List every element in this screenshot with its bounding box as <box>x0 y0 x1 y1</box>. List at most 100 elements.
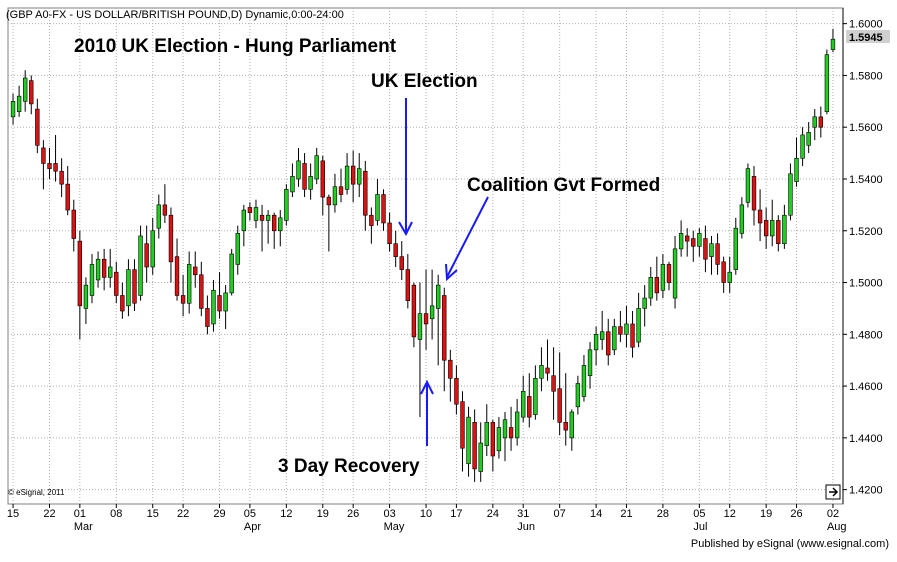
candle-body-down <box>454 378 459 405</box>
candle <box>436 274 441 366</box>
x-tick-label: 24 <box>487 508 499 520</box>
candle <box>259 204 265 252</box>
candle-body-down <box>53 163 58 172</box>
candle <box>685 228 690 257</box>
candle <box>65 166 70 216</box>
x-tick-label: 31 <box>517 508 529 520</box>
candle <box>782 204 787 249</box>
candle-body-up <box>89 264 95 296</box>
candle <box>150 217 155 275</box>
candle-body-down <box>247 207 253 213</box>
candle <box>101 248 107 291</box>
candle-body-down <box>259 214 265 221</box>
y-tick-label: 1.5000 <box>849 278 883 290</box>
candle-body-down <box>326 196 332 206</box>
candle-body-up <box>569 411 574 439</box>
candle <box>454 365 459 415</box>
candle <box>466 406 471 477</box>
copyright-label: © eSignal, 2011 <box>8 488 65 497</box>
candle-body-down <box>65 183 70 211</box>
candle <box>824 49 830 115</box>
candle <box>709 235 714 275</box>
candle <box>691 230 696 262</box>
candle <box>527 373 532 428</box>
candle-body-down <box>35 108 40 146</box>
candle-body-up <box>332 186 338 206</box>
candle <box>95 251 101 288</box>
month-label: Apr <box>244 521 261 533</box>
candle-body-down <box>350 165 356 185</box>
candle <box>484 404 489 456</box>
y-tick-label: 1.6000 <box>849 19 883 31</box>
x-tick-label: 19 <box>760 508 772 520</box>
candle-body-down <box>405 269 410 301</box>
candle <box>636 292 641 348</box>
x-tick-label: 08 <box>110 508 122 520</box>
candle-body-down <box>551 375 556 392</box>
candle <box>818 106 823 138</box>
x-tick-label: 22 <box>177 508 189 520</box>
x-tick-label: 10 <box>420 508 432 520</box>
candle <box>53 134 58 182</box>
x-tick-label: 05 <box>244 508 256 520</box>
candle <box>302 153 307 198</box>
candle <box>763 207 769 249</box>
last-price-marker: 1.5945 <box>846 30 890 44</box>
candle <box>606 318 611 366</box>
candle <box>678 220 684 257</box>
candle <box>16 85 22 117</box>
candle-body-up <box>83 284 89 309</box>
candle-body-up <box>533 378 538 415</box>
candle-body-down <box>363 170 368 216</box>
candle-body-down <box>132 269 137 304</box>
candle-body-up <box>265 214 271 221</box>
candle <box>551 347 556 420</box>
candle <box>29 75 34 115</box>
month-label: Jul <box>693 521 707 533</box>
candle <box>654 256 660 301</box>
candle-body-down <box>399 256 404 270</box>
candle-body-down <box>666 264 672 283</box>
candle-body-up <box>599 331 605 340</box>
candle <box>332 173 338 213</box>
chart-title-annotation: 2010 UK Election - Hung Parliament <box>74 36 397 57</box>
candle <box>241 204 247 247</box>
election-annotation: UK Election <box>371 71 478 92</box>
candle <box>393 230 398 268</box>
candle <box>648 267 653 306</box>
candle <box>593 326 599 366</box>
y-tick-label: 1.4200 <box>849 485 883 497</box>
candle <box>350 150 356 203</box>
candle-body-down <box>205 308 210 327</box>
candle-body-up <box>593 334 599 351</box>
x-tick-label: 22 <box>43 508 55 520</box>
candle <box>23 70 28 112</box>
candle-body-down <box>369 214 374 226</box>
candle <box>727 256 732 293</box>
y-tick-label: 1.5800 <box>849 70 883 82</box>
candle-body-down <box>423 313 429 325</box>
candle-body-down <box>685 235 690 242</box>
candle-body-down <box>563 422 568 431</box>
candle <box>472 409 477 482</box>
candle <box>703 225 708 273</box>
candle-body-up <box>788 173 793 216</box>
x-tick-label: 01 <box>74 508 86 520</box>
candle <box>460 391 465 472</box>
candle-body-down <box>338 186 344 195</box>
candle-body-up <box>375 194 380 221</box>
candle <box>10 93 16 125</box>
symbol-header: (GBP A0-FX - US DOLLAR/BRITISH POUND,D) … <box>6 9 344 21</box>
candle <box>630 311 635 358</box>
candle-body-down <box>193 266 198 276</box>
candle <box>751 166 757 226</box>
candle-body-down <box>618 326 623 335</box>
candle-body-up <box>108 266 113 278</box>
candle <box>618 311 623 343</box>
candle-body-down <box>411 284 417 338</box>
candle <box>794 137 799 187</box>
candle <box>229 248 234 296</box>
candle-body-up <box>678 233 684 250</box>
